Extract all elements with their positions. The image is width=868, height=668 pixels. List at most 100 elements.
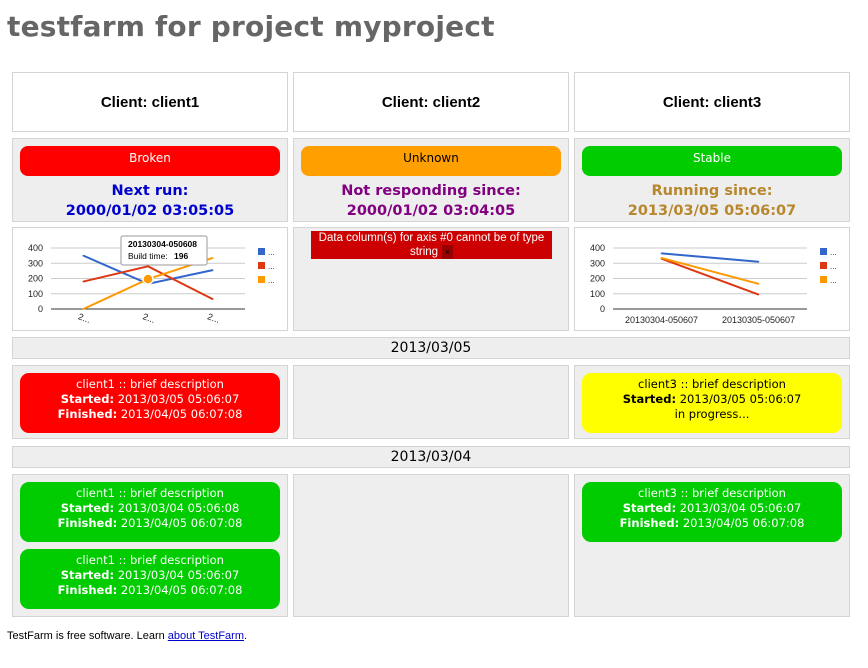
build-cell-client3: client3 :: brief description Started: 20… xyxy=(574,365,850,439)
started-label: Started: xyxy=(60,501,115,515)
y-tick-label: 400 xyxy=(590,243,605,253)
client-header-label: Client: client3 xyxy=(662,93,762,111)
y-tick-label: 100 xyxy=(28,289,43,299)
data-point xyxy=(757,293,760,296)
legend-label: ... xyxy=(268,276,275,285)
series-line xyxy=(661,252,759,263)
legend-swatch xyxy=(820,248,827,255)
status-badge: Broken xyxy=(20,146,280,176)
status-cell-client1: Broken Next run: 2000/01/02 03:05:05 xyxy=(12,138,288,222)
data-point xyxy=(757,260,760,263)
date-label: 2013/03/04 xyxy=(390,449,472,465)
legend-label: ... xyxy=(268,262,275,271)
started-time: 2013/03/05 05:06:07 xyxy=(679,392,802,406)
finished-label: Finished: xyxy=(57,583,118,597)
build-entry[interactable]: client3 :: brief description Started: 20… xyxy=(582,373,842,433)
not-responding-time: 2000/01/02 03:04:05 xyxy=(346,203,516,219)
data-point xyxy=(82,308,85,310)
legend-label: ... xyxy=(830,276,837,285)
in-progress-text: in progress... xyxy=(674,407,750,421)
y-tick-label: 200 xyxy=(28,274,43,284)
date-header: 2013/03/05 xyxy=(12,337,850,359)
build-entry[interactable]: client1 :: brief description Started: 20… xyxy=(20,482,280,542)
next-run-time: 2000/01/02 03:05:05 xyxy=(65,203,235,219)
build-time-chart-client1: 400 300 200 100 0 2... 2... 2............ 201303… xyxy=(13,228,287,330)
y-tick-label: 0 xyxy=(600,304,605,314)
started-time: 2013/03/04 05:06:07 xyxy=(679,501,802,515)
tooltip-box xyxy=(120,235,208,266)
data-point xyxy=(660,257,663,259)
legend-swatch xyxy=(820,262,827,269)
finished-time: 2013/04/05 06:07:08 xyxy=(120,583,243,597)
build-cell-client1: client1 :: brief description Started: 20… xyxy=(12,474,288,617)
y-tick-label: 300 xyxy=(28,258,43,268)
legend-label: ... xyxy=(830,262,837,271)
build-entry[interactable]: client3 :: brief description Started: 20… xyxy=(582,482,842,542)
build-cell-client3: client3 :: brief description Started: 20… xyxy=(574,474,850,617)
started-time: 2013/03/04 05:06:07 xyxy=(117,568,240,582)
running-since-time: 2013/03/05 05:06:07 xyxy=(627,203,797,219)
tooltip-label: Build time: xyxy=(128,251,168,261)
series-line xyxy=(661,257,759,296)
running-since-label: Running since: xyxy=(651,183,773,199)
x-tick-label: 2... xyxy=(206,311,221,325)
client-header-client2: Client: client2 xyxy=(293,72,569,132)
highlighted-point xyxy=(142,273,154,285)
data-point xyxy=(82,280,85,283)
build-title: client1 :: brief description xyxy=(76,486,224,500)
chart-cell-client1: 400 300 200 100 0 2... 2... 2............ 201303… xyxy=(12,227,288,331)
legend-swatch xyxy=(258,248,265,255)
build-time-chart-client3: 400 300 200 100 0 20130304-050607 20130305-050… xyxy=(575,228,849,330)
page-title: testfarm for project myproject xyxy=(7,10,495,43)
build-entry[interactable]: client1 :: brief description Started: 20… xyxy=(20,373,280,433)
x-tick-label: 20130304-050607 xyxy=(625,315,698,325)
legend-label: ... xyxy=(268,248,275,257)
finished-time: 2013/04/05 06:07:08 xyxy=(120,516,243,530)
close-icon[interactable]: × xyxy=(442,245,454,259)
series-line xyxy=(661,256,759,285)
footer: TestFarm is free software. Learn about T… xyxy=(7,630,247,642)
status-badge: Stable xyxy=(582,146,842,176)
chart-cell-client3: 400 300 200 100 0 20130304-050607 20130305-050… xyxy=(574,227,850,331)
data-point xyxy=(82,254,85,257)
about-testfarm-link[interactable]: about TestFarm xyxy=(167,630,245,642)
client-header-client1: Client: client1 xyxy=(12,72,288,132)
y-tick-label: 200 xyxy=(590,274,605,284)
footer-end: . xyxy=(244,630,248,642)
build-entry[interactable]: client1 :: brief description Started: 20… xyxy=(20,549,280,609)
status-cell-client2: Unknown Not responding since: 2000/01/02… xyxy=(293,138,569,222)
build-cell-client1: client1 :: brief description Started: 20… xyxy=(12,365,288,439)
next-run-label: Next run: xyxy=(111,183,189,199)
y-tick-label: 100 xyxy=(590,289,605,299)
data-point xyxy=(211,257,214,259)
build-title: client3 :: brief description xyxy=(638,486,786,500)
not-responding-label: Not responding since: xyxy=(341,183,521,199)
chart-error-message: Data column(s) for axis #0 cannot be of … xyxy=(311,231,552,259)
legend-label: ... xyxy=(830,248,837,257)
tooltip-value: 196 xyxy=(174,251,188,261)
legend-swatch xyxy=(258,262,265,269)
legend-swatch xyxy=(258,276,265,283)
finished-label: Finished: xyxy=(619,516,680,530)
data-point xyxy=(211,269,214,271)
data-point xyxy=(757,283,760,285)
date-label: 2013/03/05 xyxy=(390,340,472,356)
tooltip-title: 20130304-050608 xyxy=(128,239,197,249)
build-cell-client2 xyxy=(293,365,569,439)
status-cell-client3: Stable Running since: 2013/03/05 05:06:0… xyxy=(574,138,850,222)
client-header-label: Client: client1 xyxy=(100,93,200,111)
y-tick-label: 0 xyxy=(38,304,43,314)
data-point xyxy=(147,265,149,268)
build-title: client1 :: brief description xyxy=(76,553,224,567)
client-header-client3: Client: client3 xyxy=(574,72,850,132)
chart-error-text: Data column(s) for axis #0 cannot be of … xyxy=(318,232,545,258)
x-tick-label: 2... xyxy=(141,311,156,325)
build-title: client3 :: brief description xyxy=(638,377,786,391)
date-header: 2013/03/04 xyxy=(12,446,850,468)
x-tick-label: 20130305-050607 xyxy=(722,315,795,325)
finished-label: Finished: xyxy=(57,407,118,421)
status-badge: Unknown xyxy=(301,146,561,176)
build-cell-client2 xyxy=(293,474,569,617)
finished-time: 2013/04/05 06:07:08 xyxy=(682,516,805,530)
started-label: Started: xyxy=(60,568,115,582)
